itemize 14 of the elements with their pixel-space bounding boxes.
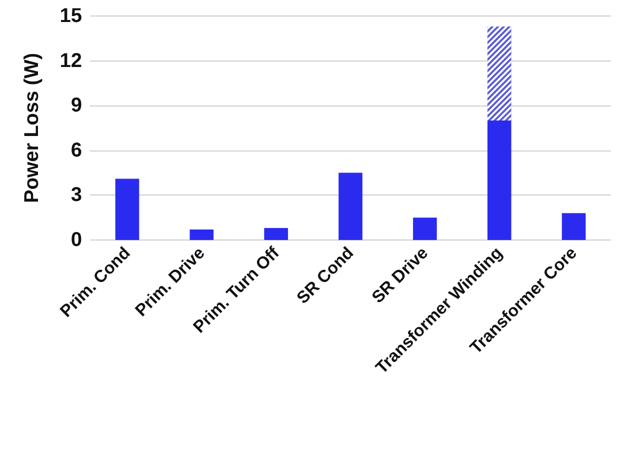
- y-axis-title: Power Loss (W): [21, 52, 43, 204]
- y-tick-label: 9: [70, 94, 82, 117]
- bar: [562, 213, 586, 240]
- bar: [115, 178, 140, 240]
- bar: [190, 230, 214, 240]
- y-tick-label: 15: [60, 5, 82, 27]
- bar: [487, 120, 512, 240]
- y-tick-label: 3: [70, 184, 82, 206]
- y-tick-label: 12: [60, 50, 82, 72]
- y-tick-label: 6: [70, 139, 82, 162]
- bar: [264, 228, 288, 240]
- bar: [413, 218, 437, 240]
- bar: [338, 172, 362, 240]
- y-tick-label: 0: [70, 229, 82, 251]
